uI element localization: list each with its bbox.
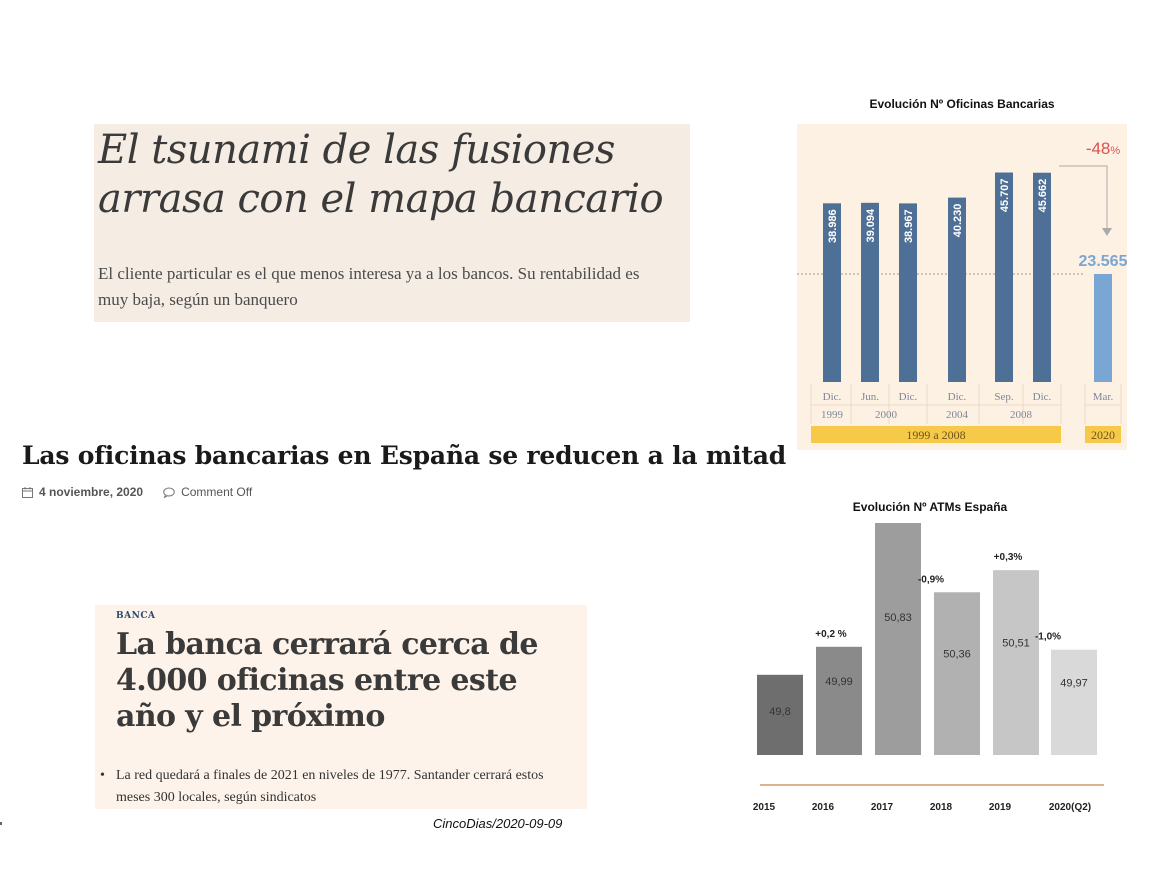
period-label: 2020 xyxy=(1091,428,1115,442)
comment-status[interactable]: Comment Off xyxy=(181,485,253,499)
bar-value-label: 38.986 xyxy=(827,209,839,243)
news-card-tsunami: El tsunami de las fusiones arrasa con el… xyxy=(94,124,690,322)
period-band xyxy=(811,426,1061,443)
bar-value-label: 49,8 xyxy=(769,706,790,718)
category-tick-label: 2017 xyxy=(871,802,894,813)
category-tick-label: 2020(Q2) xyxy=(1049,802,1091,813)
bar-value-label: 49,97 xyxy=(1060,677,1088,689)
change-label: -0,9% xyxy=(918,574,944,585)
bar-value-label: 45.662 xyxy=(1037,179,1049,213)
change-label: -1,0% xyxy=(1035,632,1061,643)
year-tick-label: 2000 xyxy=(875,409,898,421)
source-credit: CincoDias/2020-09-09 xyxy=(433,816,563,831)
arrow-head-icon xyxy=(1102,228,1112,236)
bar-value-label: 50,83 xyxy=(884,612,912,624)
bullet-icon: • xyxy=(100,768,105,783)
chart-title-atms: Evolución Nº ATMs España xyxy=(852,500,1008,514)
period-label: 1999 a 2008 xyxy=(906,428,965,442)
bar xyxy=(823,203,841,382)
month-tick-label: Mar. xyxy=(1093,391,1114,403)
bar-value-label: 45.707 xyxy=(999,179,1011,213)
chart-oficinas-bancarias: 38.986 Dic. 39.094 Jun. 38.967 Dic. 40.230 Dic.… xyxy=(797,124,1128,450)
chart-oficinas-svg: 38.986 Dic. 39.094 Jun. 38.967 Dic. 40.230 Dic.… xyxy=(797,124,1128,450)
edge-mark xyxy=(0,822,2,825)
bar xyxy=(875,523,921,755)
bar xyxy=(861,202,879,382)
change-arrow xyxy=(1059,165,1108,232)
comment-icon xyxy=(163,487,175,498)
category-tick-label: 2018 xyxy=(930,802,953,813)
bar-value-label: 50,36 xyxy=(943,649,971,661)
period-band xyxy=(1085,426,1121,443)
month-tick-label: Dic. xyxy=(823,391,842,403)
article-date: 4 noviembre, 2020 xyxy=(39,485,144,499)
change-annotation: -48% xyxy=(1086,139,1121,158)
bar xyxy=(934,592,980,755)
month-tick-label: Dic. xyxy=(899,391,918,403)
bar-value-label: 49,99 xyxy=(825,676,853,688)
year-tick-label: 1999 xyxy=(821,409,844,421)
category-tick-label: 2016 xyxy=(812,802,835,813)
bar xyxy=(1033,172,1051,382)
bullet-item: • La red quedará a finales de 2021 en ni… xyxy=(100,765,580,809)
card-subheadline: El cliente particular es el que menos in… xyxy=(98,264,640,309)
section-kicker[interactable]: BANCA xyxy=(116,611,156,621)
article-title[interactable]: Las oficinas bancarias en España se redu… xyxy=(22,441,787,470)
chart-title-oficinas: Evolución Nº Oficinas Bancarias xyxy=(869,97,1055,111)
bar xyxy=(899,203,917,382)
bar-value-label: 23.565 xyxy=(1079,253,1127,270)
card-headline: El tsunami de las fusiones arrasa con el… xyxy=(98,127,664,222)
year-tick-label: 2004 xyxy=(946,409,969,421)
calendar-icon xyxy=(22,486,33,498)
bar xyxy=(1051,649,1097,755)
bar xyxy=(1094,273,1112,382)
category-tick-label: 2015 xyxy=(753,802,776,813)
change-label: +0,3% xyxy=(994,552,1023,563)
bar xyxy=(816,646,862,755)
bar-value-label: 38.967 xyxy=(903,209,915,243)
bar-value-label: 40.230 xyxy=(952,204,964,238)
bar xyxy=(993,570,1039,755)
bar xyxy=(995,172,1013,382)
news-card-banca: BANCA La banca cerrará cerca de 4.000 of… xyxy=(95,605,587,809)
card-headline[interactable]: La banca cerrará cerca de 4.000 oficinas… xyxy=(116,627,538,734)
bar-value-label: 50,51 xyxy=(1002,638,1030,650)
change-label: +0,2 % xyxy=(815,629,847,640)
month-tick-label: Dic. xyxy=(1033,391,1052,403)
category-tick-label: 2019 xyxy=(989,802,1012,813)
month-tick-label: Jun. xyxy=(861,391,879,403)
bullet-text: La red quedará a finales de 2021 en nive… xyxy=(116,768,544,805)
bar-value-label: 39.094 xyxy=(865,208,877,243)
month-tick-label: Dic. xyxy=(948,391,967,403)
month-tick-label: Sep. xyxy=(994,391,1014,403)
article-meta: 4 noviembre, 2020 Comment Off xyxy=(22,485,252,499)
bar xyxy=(757,674,803,755)
bar xyxy=(948,197,966,382)
year-tick-label: 2008 xyxy=(1010,409,1033,421)
